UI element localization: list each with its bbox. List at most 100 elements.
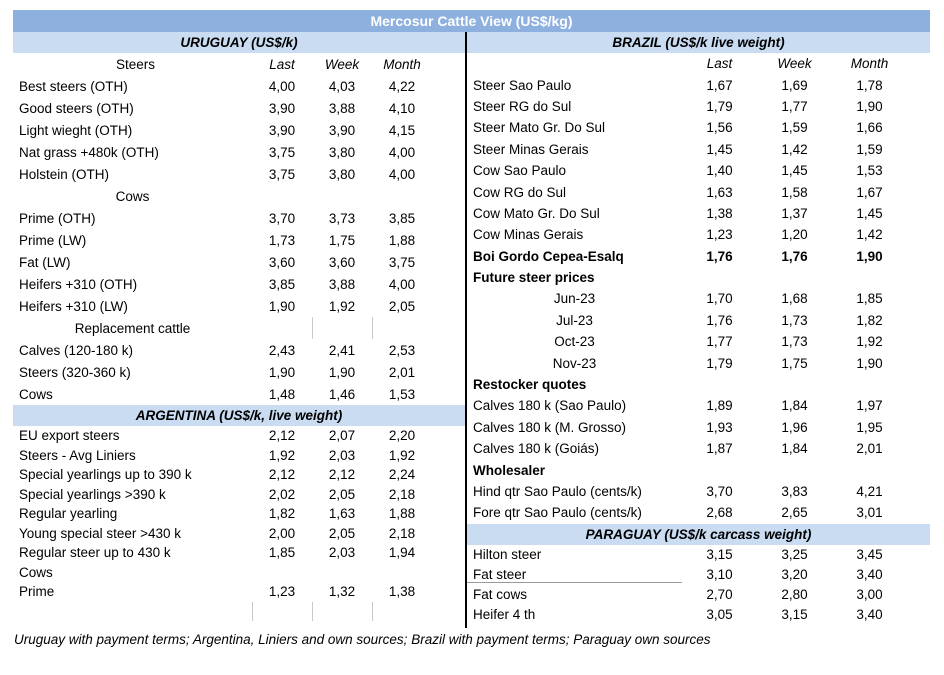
table-row: Heifer 4 th 3,05 3,15 3,40 [467, 605, 930, 625]
row-label: Heifers +310 (LW) [19, 298, 128, 314]
table-row: Future steer prices [467, 267, 930, 288]
value-last: 1,90 [268, 364, 296, 380]
value-week: 3,88 [328, 276, 356, 292]
value-month: 1,53 [388, 386, 416, 402]
value-week: 3,80 [328, 144, 356, 160]
table-row: Jul-23 1,76 1,73 1,82 [467, 310, 930, 331]
value-last: 3,10 [706, 567, 733, 583]
table-row: Steers (320-360 k) 1,90 1,90 2,01 [13, 361, 465, 383]
value-month: 3,85 [388, 210, 416, 226]
table-row: Oct-23 1,77 1,73 1,92 [467, 331, 930, 352]
table-row: Hilton steer 3,15 3,25 3,45 [467, 545, 930, 565]
value-last: 3,75 [268, 166, 296, 182]
value-week: 2,03 [328, 545, 356, 561]
row-label: Cows [19, 386, 53, 402]
row-label: Cows [115, 188, 150, 204]
value-last: 1,79 [706, 355, 733, 371]
right-column: BRAZIL (US$/k live weight) Last Week Mon… [467, 32, 930, 625]
value-week: 2,65 [781, 505, 808, 521]
value-last: 1,93 [706, 419, 733, 435]
value-month: 3,40 [856, 567, 883, 583]
value-month: 2,53 [388, 342, 416, 358]
row-label: Prime (OTH) [19, 210, 96, 226]
value-month [372, 317, 432, 339]
row-label: Prime [19, 584, 55, 600]
value-month: 1,82 [856, 312, 883, 328]
row-label: Regular yearling [19, 506, 118, 522]
row-label: Jun-23 [553, 291, 596, 307]
value-week: 1,45 [781, 163, 808, 179]
value-month: 1,78 [856, 77, 883, 93]
row-label: Calves 180 k (Goiás) [473, 441, 600, 457]
table-row: Holstein (OTH) 3,75 3,80 4,00 [13, 163, 465, 185]
value-month: 1,97 [856, 398, 883, 414]
value-month: 1,92 [856, 334, 883, 350]
value-last: 1,70 [706, 291, 733, 307]
value-week: 3,15 [781, 607, 808, 623]
value-month: 4,15 [388, 122, 416, 138]
value-month: 1,88 [388, 506, 416, 522]
value-month: 2,18 [388, 486, 416, 502]
value-week: 2,03 [328, 447, 356, 463]
row-label: Cow Mato Gr. Do Sul [473, 205, 600, 221]
table-row: Regular yearling 1,82 1,63 1,88 [13, 504, 465, 524]
value-month [832, 267, 907, 288]
value-month: 1,53 [856, 163, 883, 179]
value-week: 1,46 [328, 386, 356, 402]
row-label: Cow Sao Paulo [473, 163, 567, 179]
value-week: 3,88 [328, 100, 356, 116]
value-last: 1,23 [706, 227, 733, 243]
table-row: Calves 180 k (M. Grosso) 1,93 1,96 1,95 [467, 417, 930, 438]
table-row: Young special steer >430 k 2,00 2,05 2,18 [13, 524, 465, 544]
table-row: Restocker quotes [467, 374, 930, 395]
value-month: 4,22 [388, 78, 416, 94]
value-last [682, 267, 757, 288]
table-row: Best steers (OTH) 4,00 4,03 4,22 [13, 75, 465, 97]
value-month: 3,75 [388, 254, 416, 270]
value-last: 1,92 [268, 447, 296, 463]
value-week: 2,05 [328, 486, 356, 502]
table-row: Heifers +310 (OTH) 3,85 3,88 4,00 [13, 273, 465, 295]
row-label: Light wieght (OTH) [19, 122, 133, 138]
table-row: Cows [13, 185, 465, 207]
row-label: Calves 180 k (M. Grosso) [473, 419, 627, 435]
value-month: 2,24 [388, 467, 416, 483]
row-label: Wholesaler [473, 462, 546, 478]
value-month: 2,01 [856, 441, 883, 457]
value-week: 1,96 [781, 419, 808, 435]
value-week: 2,12 [328, 467, 356, 483]
row-label: Fore qtr Sao Paulo (cents/k) [473, 505, 642, 521]
table-row: Cow RG do Sul 1,63 1,58 1,67 [467, 181, 930, 202]
table-row: Steer RG do Sul 1,79 1,77 1,90 [467, 96, 930, 117]
value-month: 3,00 [856, 587, 883, 603]
table-row: Fat steer 3,10 3,20 3,40 [467, 565, 930, 585]
column-header-month: Month [383, 56, 421, 72]
value-last: 1,76 [706, 248, 733, 264]
value-last: 3,85 [268, 276, 296, 292]
value-last [682, 374, 757, 395]
value-week: 3,73 [328, 210, 356, 226]
row-label: Future steer prices [473, 270, 595, 286]
value-last: 1,45 [706, 141, 733, 157]
value-month: 1,42 [856, 227, 883, 243]
table-row: Cow Mato Gr. Do Sul 1,38 1,37 1,45 [467, 203, 930, 224]
row-label: Heifer 4 th [473, 607, 536, 623]
uruguay-section-header: URUGUAY (US$/k) [13, 32, 465, 53]
value-last: 1,77 [706, 334, 733, 350]
value-last: 3,60 [268, 254, 296, 270]
value-month [832, 459, 907, 480]
row-label: Fat (LW) [19, 254, 71, 270]
row-label: Young special steer >430 k [19, 525, 181, 541]
table-row: EU export steers 2,12 2,07 2,20 [13, 426, 465, 446]
value-last: 1,38 [706, 205, 733, 221]
table-row: Replacement cattle [13, 317, 465, 339]
value-last: 4,00 [268, 78, 296, 94]
table-row: Cow Minas Gerais 1,23 1,20 1,42 [467, 224, 930, 245]
value-week: 1,63 [328, 506, 356, 522]
row-label: Hind qtr Sao Paulo (cents/k) [473, 484, 642, 499]
row-label: Boi Gordo Cepea-Esalq [473, 248, 624, 264]
value-week [757, 374, 832, 395]
value-last [252, 185, 312, 207]
value-month: 4,21 [856, 484, 883, 499]
value-week: 3,83 [781, 484, 808, 499]
